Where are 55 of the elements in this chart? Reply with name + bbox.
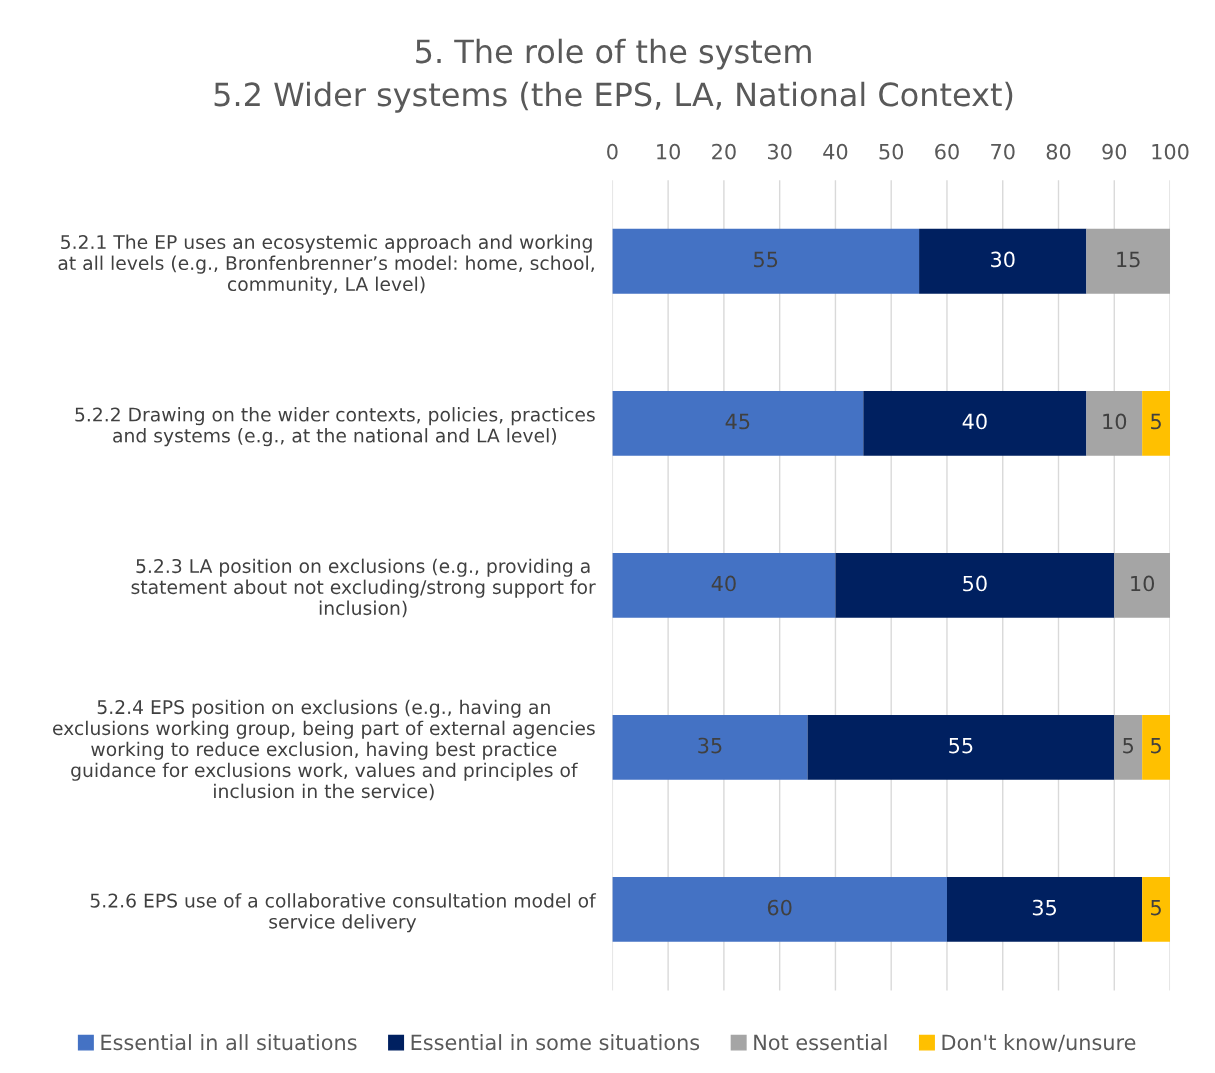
data-label: 15 [1117,251,1140,268]
data-label: 40 [711,575,736,592]
data-label: 55 [754,251,778,268]
data-label: 35 [1032,899,1056,916]
y-tick-label: 5.2.4 EPS position on exclusions (e.g., having an exclusions working group, being part of external agencies working to reduce exclusion, having best practice guidance for exclusions work, values and principles of inclusion in the service) [53,699,595,801]
data-label: 50 [963,575,987,592]
bar [1086,228,1171,294]
bar [612,390,864,456]
bar [835,552,1115,618]
x-tick-label: 80 [1046,143,1071,160]
legend-label: Essential in all situations [101,1034,357,1051]
data-label: 40 [962,413,987,430]
bar [612,552,836,618]
y-tick-label: 5.2.6 EPS use of a collaborative consultation model of service delivery [90,893,597,933]
bar [612,876,947,942]
bar [807,714,1115,780]
data-label: 5 [1151,899,1161,916]
data-label: 35 [698,737,722,754]
x-tick-label: 10 [657,143,680,160]
y-tick-label: 5.2.3 LA position on exclusions (e.g., providing a statement about not excluding/strong support for inclusion) [131,558,596,618]
bar [946,876,1143,942]
x-tick-label: 90 [1102,143,1127,160]
data-label: 30 [991,251,1015,268]
x-tick-label: 60 [935,143,959,160]
y-tick-label: 5.2.1 The EP uses an ecosystemic approach and working at all levels (e.g., Bronfenbrenner’s model: home, school, community, LA level) [58,234,594,295]
bar [1142,714,1171,780]
data-label: 55 [949,737,973,754]
x-tick-label: 30 [768,143,792,160]
data-label: 60 [767,899,792,916]
bar [863,390,1087,456]
y-tick-label: 5.2.2 Drawing on the wider contexts, policies, practices and systems (e.g., at the national and LA level) [75,407,595,447]
data-label: 45 [725,413,750,430]
bar [1086,390,1143,456]
bar [1142,876,1171,942]
bar [1114,552,1171,618]
chart-title: 5. The role of the system 5.2 Wider systems (the EPS, LA, National Context) [214,38,1013,113]
bar [612,228,920,294]
data-label: 10 [1103,413,1127,430]
x-tick-label: 70 [991,143,1015,160]
legend-label: Essential in some situations [411,1034,700,1051]
data-label: 5 [1123,737,1134,754]
bar [1142,390,1171,456]
bar [1114,714,1143,780]
x-tick-label: 50 [879,143,904,160]
bar [612,714,808,780]
data-label: 10 [1131,575,1155,592]
x-tick-label: 0 [607,143,618,160]
legend-label: Not essential [754,1034,887,1051]
data-label: 5 [1151,737,1161,754]
x-tick-label: 100 [1152,143,1189,160]
data-label: 5 [1151,413,1161,430]
bar [919,228,1087,294]
legend-label: Don't know/unsure [942,1034,1136,1052]
x-tick-label: 40 [823,143,848,160]
x-tick-label: 20 [712,143,736,160]
